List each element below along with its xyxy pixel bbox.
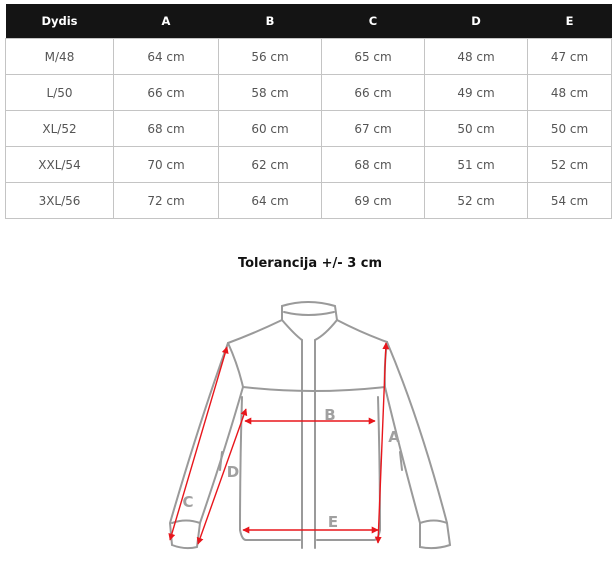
measurement-arrows (168, 342, 390, 545)
table-row: XXL/54 70 cm 62 cm 68 cm 51 cm 52 cm (5, 146, 612, 183)
header-d: D (424, 4, 528, 39)
measurement-cell: 48 cm (424, 38, 528, 75)
measurement-cell: 66 cm (321, 74, 425, 111)
size-cell: 3XL/56 (5, 182, 114, 219)
arrow-a (374, 342, 390, 544)
label-e: E (328, 513, 338, 531)
arrow-d (196, 408, 248, 545)
header-a: A (113, 4, 219, 39)
measurement-cell: 69 cm (321, 182, 425, 219)
tolerance-note: Tolerancija +/- 3 cm (237, 256, 383, 271)
size-table-header: Dydis A B C D E (5, 4, 612, 39)
size-cell: XL/52 (5, 110, 114, 147)
measurement-cell: 50 cm (527, 110, 612, 147)
header-b: B (218, 4, 322, 39)
measurement-cell: 54 cm (527, 182, 612, 219)
measurement-cell: 50 cm (424, 110, 528, 147)
label-a: A (388, 428, 400, 446)
header-e: E (527, 4, 612, 39)
measurement-cell: 51 cm (424, 146, 528, 183)
measurement-cell: 52 cm (527, 146, 612, 183)
header-c: C (321, 4, 425, 39)
size-cell: XXL/54 (5, 146, 114, 183)
label-b: B (324, 406, 335, 424)
measurement-cell: 70 cm (113, 146, 219, 183)
measurement-cell: 68 cm (113, 110, 219, 147)
measurement-cell: 60 cm (218, 110, 322, 147)
size-table: Dydis A B C D E M/48 64 cm 56 cm 65 cm 48 cm… (5, 4, 612, 219)
measurement-cell: 64 cm (113, 38, 219, 75)
table-row: 3XL/56 72 cm 64 cm 69 cm 52 cm 54 cm (5, 182, 612, 219)
arrow-c (168, 346, 229, 541)
table-row: M/48 64 cm 56 cm 65 cm 48 cm 47 cm (5, 38, 612, 75)
label-c: C (182, 493, 193, 511)
measurement-cell: 72 cm (113, 182, 219, 219)
table-row: XL/52 68 cm 60 cm 67 cm 50 cm 50 cm (5, 110, 612, 147)
measurement-cell: 65 cm (321, 38, 425, 75)
measurement-cell: 56 cm (218, 38, 322, 75)
size-cell: L/50 (5, 74, 114, 111)
measurement-cell: 49 cm (424, 74, 528, 111)
label-d: D (227, 463, 239, 481)
jacket-outline (168, 301, 452, 550)
header-size: Dydis (5, 4, 114, 39)
